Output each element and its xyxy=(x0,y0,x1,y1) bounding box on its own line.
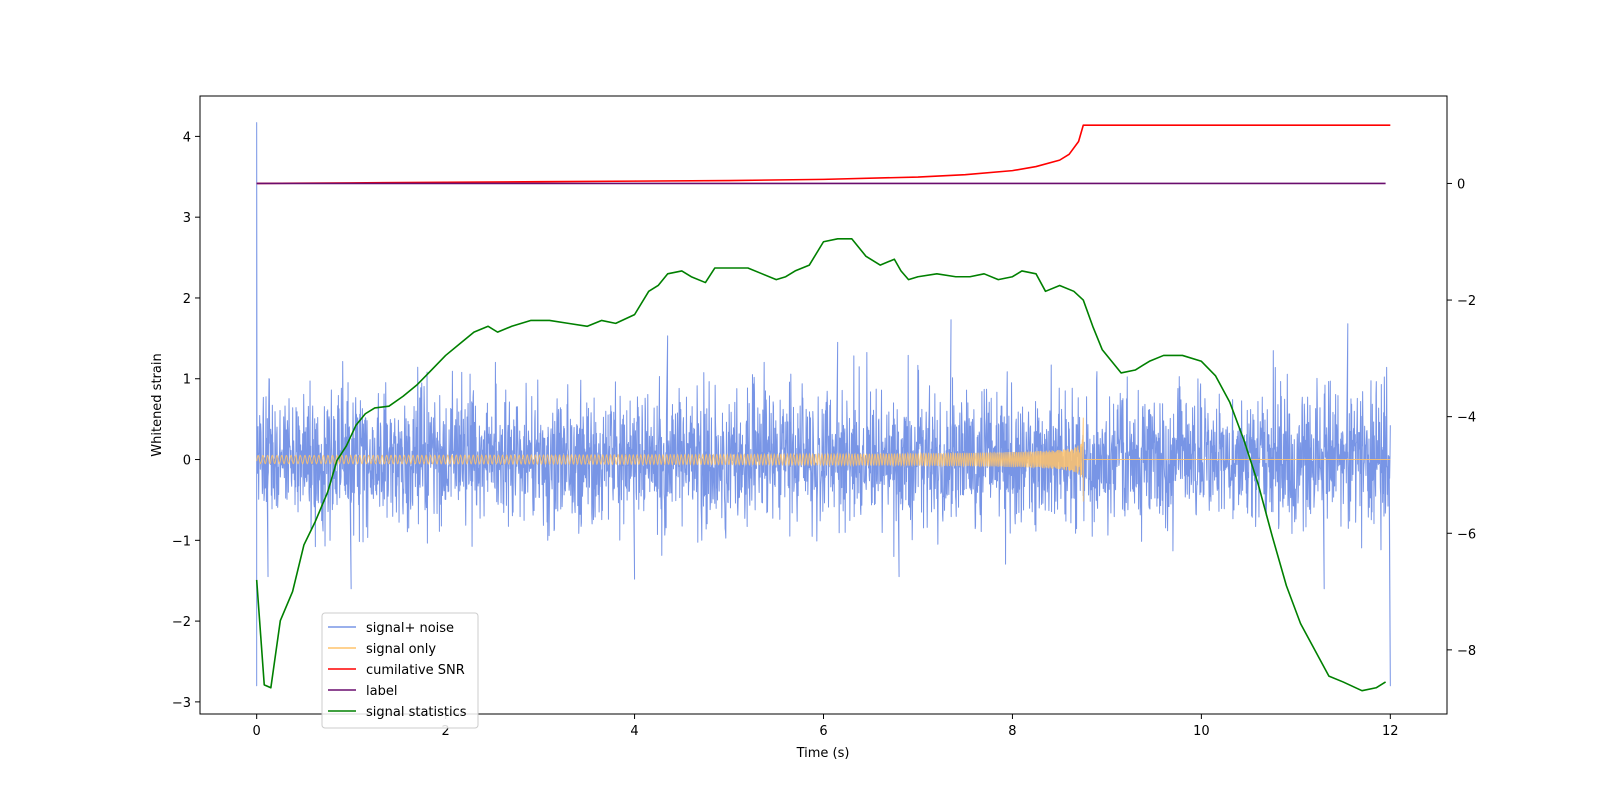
y-tick-label: −1 xyxy=(172,534,191,549)
y-axis-label: Whitened strain xyxy=(150,353,165,456)
legend: signal+ noise signal only cumilative SNR la… xyxy=(321,612,479,729)
y2-tick-label: −6 xyxy=(1457,527,1476,542)
series-line-signal-statistics xyxy=(255,238,1387,692)
series-line-cumilative-snr xyxy=(256,124,1391,185)
series-line-signal-only xyxy=(256,417,1391,502)
legend-box xyxy=(321,612,479,729)
plot-series xyxy=(255,122,1391,692)
x-tick-label: 10 xyxy=(1193,724,1210,739)
y2-tick-label: −2 xyxy=(1457,294,1476,309)
y-tick-label: −2 xyxy=(172,615,191,630)
y2-tick-label: −8 xyxy=(1457,644,1476,659)
legend-label-signal-only: signal only xyxy=(366,642,436,657)
x-tick-label: 12 xyxy=(1382,724,1399,739)
y-tick-label: 0 xyxy=(183,454,191,469)
x-tick-label: 0 xyxy=(253,724,261,739)
legend-label-cumilative-snr: cumilative SNR xyxy=(366,663,465,678)
x-axis-label: Time (s) xyxy=(796,746,850,761)
y2-tick-label: −4 xyxy=(1457,411,1476,426)
legend-label-signal-noise: signal+ noise xyxy=(366,621,454,636)
y-tick-label: 1 xyxy=(183,373,191,388)
legend-label-label: label xyxy=(366,684,397,699)
series-line-signal-noise xyxy=(256,122,1391,687)
legend-label-signal-statistics: signal statistics xyxy=(366,705,467,720)
y2-tick-label: 0 xyxy=(1457,177,1465,192)
y-tick-label: −3 xyxy=(172,696,191,711)
x-tick-label: 2 xyxy=(441,724,449,739)
y-tick-label: 4 xyxy=(183,130,191,145)
y-tick-label: 2 xyxy=(183,292,191,307)
x-tick-label: 8 xyxy=(1008,724,1016,739)
x-tick-label: 4 xyxy=(630,724,638,739)
y-tick-label: 3 xyxy=(183,211,191,226)
x-tick-label: 6 xyxy=(819,724,827,739)
